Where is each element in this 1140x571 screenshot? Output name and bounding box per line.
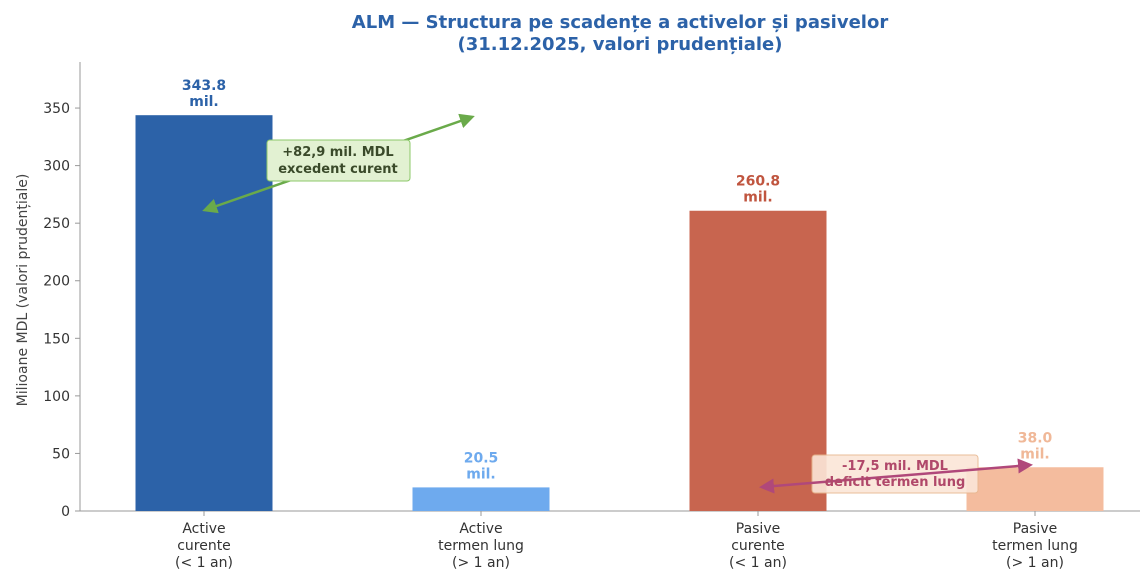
bar — [135, 115, 273, 511]
chart-title: ALM — Structura pe scadențe a activelor … — [352, 12, 889, 55]
value-label: 343.8 mil. — [182, 78, 226, 110]
y-tick-label: 150 — [43, 331, 70, 347]
bar — [412, 487, 550, 511]
y-axis-label: Milioane MDL (valori prudențiale) — [15, 174, 31, 407]
bar — [966, 467, 1104, 511]
y-tick-label: 100 — [43, 389, 70, 405]
value-label: 260.8 mil. — [736, 174, 780, 206]
annotation: +82,9 mil. MDL excedent curent — [278, 145, 398, 177]
bar — [689, 210, 827, 511]
annotation-arrow — [759, 458, 1033, 494]
x-tick-label: Pasive termen lung (> 1 an) — [992, 521, 1078, 571]
value-label: 20.5 mil. — [464, 450, 499, 482]
y-tick-label: 250 — [43, 216, 70, 232]
x-tick-label: Active curente (< 1 an) — [175, 521, 233, 571]
y-tick-label: 0 — [61, 504, 70, 520]
annotation: -17,5 mil. MDL deficit termen lung — [825, 459, 966, 490]
x-tick-label: Pasive curente (< 1 an) — [729, 521, 787, 571]
y-tick-label: 50 — [52, 446, 70, 462]
y-tick-label: 300 — [43, 159, 70, 175]
value-label: 38.0 mil. — [1018, 430, 1053, 462]
y-tick-label: 350 — [43, 101, 70, 117]
annotation-box — [266, 139, 411, 182]
x-tick-label: Active termen lung (> 1 an) — [438, 521, 524, 571]
y-tick-label: 200 — [43, 274, 70, 290]
